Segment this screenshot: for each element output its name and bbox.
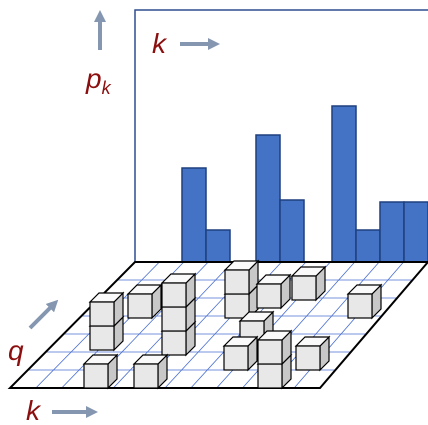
cube-front bbox=[225, 294, 249, 318]
bar bbox=[256, 135, 280, 262]
cube-front bbox=[224, 346, 248, 370]
cube-front bbox=[162, 331, 186, 355]
bar bbox=[182, 168, 206, 262]
page: k pk q k (() => { const data = JSON.pars… bbox=[0, 0, 428, 425]
cube-front bbox=[258, 364, 282, 388]
cube bbox=[128, 285, 161, 318]
cube-front bbox=[162, 283, 186, 307]
cube-front bbox=[258, 340, 282, 364]
q-arrow bbox=[30, 304, 54, 328]
bar bbox=[404, 202, 428, 262]
cube bbox=[90, 293, 123, 326]
bar bbox=[280, 200, 304, 262]
cube bbox=[258, 331, 291, 364]
cube bbox=[348, 285, 381, 318]
cube-front bbox=[90, 326, 114, 350]
floor-k-label: k bbox=[26, 395, 42, 425]
cube bbox=[162, 274, 195, 307]
cube-front bbox=[296, 346, 320, 370]
bar bbox=[206, 230, 230, 262]
bar bbox=[332, 106, 356, 262]
cube-front bbox=[348, 294, 372, 318]
cube bbox=[225, 261, 258, 294]
cube-front bbox=[84, 364, 108, 388]
diagram: k pk q k bbox=[0, 0, 428, 425]
cube bbox=[292, 267, 325, 300]
cube-front bbox=[134, 364, 158, 388]
bar bbox=[380, 202, 404, 262]
cube bbox=[224, 337, 257, 370]
bars bbox=[182, 106, 428, 262]
cube bbox=[84, 355, 117, 388]
cube-front bbox=[257, 284, 281, 308]
cube bbox=[134, 355, 167, 388]
q-label: q bbox=[8, 335, 24, 366]
cube bbox=[257, 275, 290, 308]
pk-label: pk bbox=[85, 63, 112, 98]
cube-front bbox=[90, 302, 114, 326]
cube-front bbox=[292, 276, 316, 300]
cube bbox=[296, 337, 329, 370]
cube-front bbox=[225, 270, 249, 294]
cube-front bbox=[162, 307, 186, 331]
panel-k-label: k bbox=[152, 28, 168, 59]
bar bbox=[356, 230, 380, 262]
cube-front bbox=[128, 294, 152, 318]
